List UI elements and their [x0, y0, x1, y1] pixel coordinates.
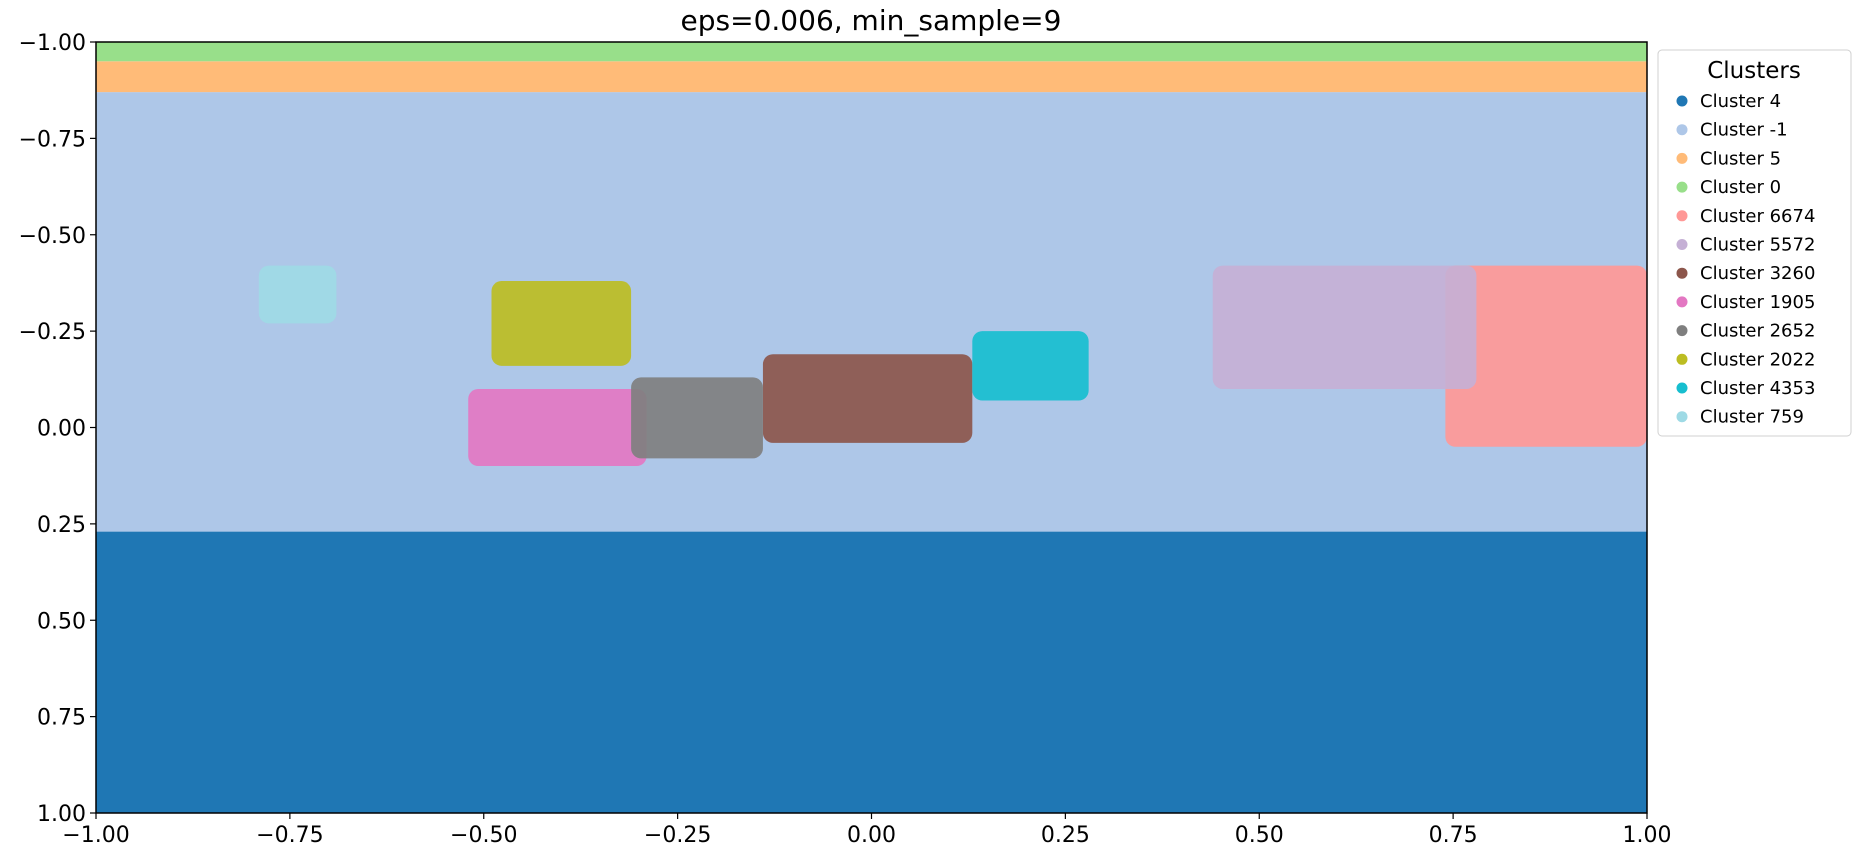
cluster-2022-region-0	[491, 281, 632, 366]
legend-marker-cluster-1	[1676, 124, 1688, 136]
legend-marker-cluster-3260	[1676, 267, 1688, 279]
x-tick-label: −0.25	[644, 823, 711, 848]
x-tick-label: 0.25	[1041, 823, 1090, 848]
y-tick-label: −0.75	[19, 127, 86, 152]
y-tick-label: −1.00	[19, 31, 86, 56]
legend-label-cluster-4: Cluster 4	[1700, 91, 1781, 112]
legend-title: Clusters	[1707, 58, 1801, 84]
cluster-4353-region-0	[972, 331, 1089, 401]
cluster-4-region-0	[96, 531, 1647, 813]
y-tick-label: 0.50	[37, 609, 86, 634]
legend-marker-cluster-2652	[1676, 325, 1688, 337]
legend-marker-cluster-4	[1676, 95, 1688, 107]
cluster-2652-region-0	[631, 377, 763, 459]
x-tick-label: 1.00	[1623, 823, 1672, 848]
cluster-3260-region-0	[762, 354, 973, 443]
chart-title: eps=0.006, min_sample=9	[681, 4, 1062, 37]
legend-label-cluster-1: Cluster -1	[1700, 120, 1788, 141]
cluster-1905-region-0	[468, 388, 647, 467]
cluster-5572-region-0	[1212, 265, 1477, 389]
legend-label-cluster-4353: Cluster 4353	[1700, 378, 1815, 399]
cluster-5-region-0	[96, 61, 1647, 93]
legend: Clusters Cluster 4 Cluster -1 Cluster 5 Clu…	[1657, 49, 1852, 437]
legend-marker-cluster-6674	[1676, 210, 1688, 222]
y-tick-label: −0.50	[19, 224, 86, 249]
legend-label-cluster-6674: Cluster 6674	[1700, 206, 1815, 227]
y-axis: −1.00 −0.75 −0.50 −0.25 0.00 0.25 0.50 0.75 1.00	[19, 31, 96, 827]
x-tick-label: −1.00	[62, 823, 129, 848]
legend-marker-cluster-2022	[1676, 353, 1688, 365]
legend-marker-cluster-0	[1676, 181, 1688, 193]
legend-marker-cluster-5572	[1676, 239, 1688, 250]
x-tick-label: 0.75	[1429, 823, 1478, 848]
legend-marker-cluster-5	[1676, 152, 1688, 164]
x-tick-label: −0.50	[450, 823, 517, 848]
legend-label-cluster-0: Cluster 0	[1700, 177, 1781, 198]
y-tick-label: 0.25	[37, 513, 86, 538]
y-tick-label: 1.00	[37, 802, 86, 827]
legend-label-cluster-2652: Cluster 2652	[1700, 321, 1815, 342]
cluster-6674-region-0	[1445, 265, 1647, 447]
y-tick-label: 0.75	[37, 706, 86, 731]
x-tick-label: 0.50	[1235, 823, 1284, 848]
legend-marker-cluster-4353	[1676, 382, 1688, 394]
cluster-759-region-0	[258, 265, 337, 324]
x-axis: −1.00 −0.75 −0.50 −0.25 0.00 0.25 0.50 0.75 1.00	[62, 813, 1671, 848]
y-tick-label: −0.25	[19, 320, 86, 345]
legend-marker-cluster-1905	[1676, 296, 1688, 308]
y-tick-label: 0.00	[37, 417, 86, 442]
legend-label-cluster-3260: Cluster 3260	[1700, 263, 1815, 284]
cluster-0-region-0	[96, 42, 1647, 62]
legend-label-cluster-5572: Cluster 5572	[1700, 235, 1815, 256]
legend-label-cluster-1905: Cluster 1905	[1700, 292, 1815, 313]
legend-marker-cluster-759	[1676, 411, 1688, 423]
legend-label-cluster-2022: Cluster 2022	[1700, 349, 1815, 370]
legend-label-cluster-759: Cluster 759	[1700, 407, 1804, 428]
x-tick-label: 0.00	[847, 823, 896, 848]
plot-area	[96, 42, 1647, 813]
legend-label-cluster-5: Cluster 5	[1700, 148, 1781, 169]
x-tick-label: −0.75	[256, 823, 323, 848]
legend-box	[1657, 49, 1852, 437]
